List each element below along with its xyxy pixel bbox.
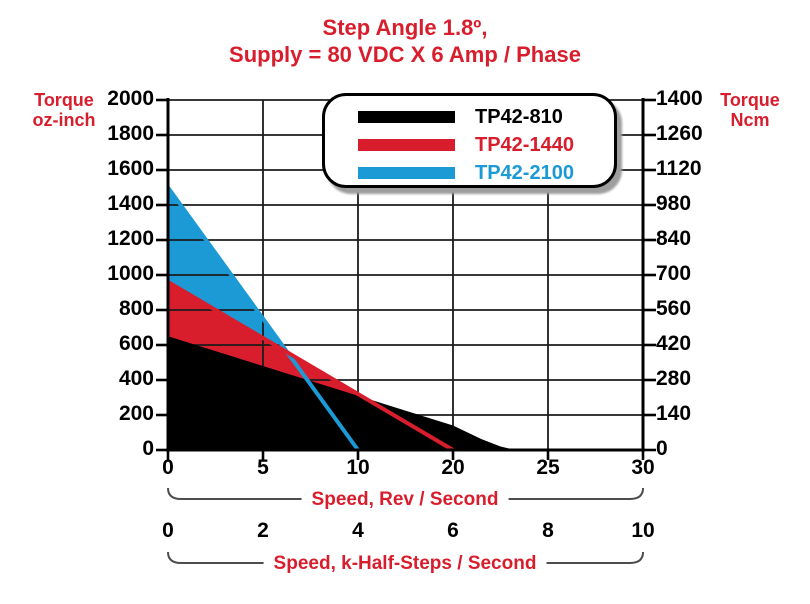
right-axis-tick-label: 0 (656, 437, 668, 460)
left-axis-tick-label: 200 (118, 402, 154, 425)
right-axis-tick-label: 700 (656, 262, 692, 285)
bottom-axis-tick-label: 10 (346, 456, 370, 479)
left-axis-tick-label: 600 (118, 332, 154, 355)
legend-swatch-red (358, 139, 455, 151)
left-axis-tick-label: 2000 (107, 87, 154, 110)
left-axis-tick-label: 1400 (107, 192, 154, 215)
bottom-axis-tick-label: 5 (257, 456, 269, 479)
legend: TP42-810 TP42-1440 TP42-2100 (322, 93, 617, 188)
halfsteps-axis-tick-label: 4 (352, 519, 364, 542)
right-axis-tick-label: 420 (656, 332, 692, 355)
right-axis-tick-label: 980 (656, 192, 692, 215)
right-axis-tick-label: 560 (656, 297, 692, 320)
curve-TP42-2100 (166, 186, 360, 452)
right-axis-title-line1: Torque (720, 90, 780, 110)
left-axis-tick-label: 400 (118, 367, 154, 390)
legend-swatch-black (358, 111, 455, 123)
legend-row-tp42-810: TP42-810 (325, 103, 614, 131)
legend-label-tp42-2100: TP42-2100 (475, 162, 574, 184)
chart-title: Step Angle 1.8º, Supply = 80 VDC X 6 Amp… (0, 14, 810, 68)
chart-title-line1: Step Angle 1.8º, (322, 15, 488, 40)
halfsteps-axis-tick-label: 8 (542, 519, 554, 542)
right-axis-tick-label: 1400 (656, 87, 703, 110)
right-axis-title: Torque Ncm (700, 90, 800, 130)
legend-label-tp42-1440: TP42-1440 (475, 134, 574, 156)
legend-row-tp42-1440: TP42-1440 (325, 131, 614, 159)
left-axis-title-line1: Torque (34, 90, 94, 110)
right-axis-title-line2: Ncm (730, 110, 770, 130)
legend-swatch-blue (358, 167, 455, 179)
left-axis-tick-label: 1200 (107, 227, 154, 250)
speed-rev-per-second-label: Speed, Rev / Second (301, 489, 509, 511)
area-TP42-810 (168, 336, 516, 450)
curve-strokes (166, 186, 455, 452)
left-axis-title: Torque oz-inch (14, 90, 114, 130)
curve-TP42-1440 (166, 280, 455, 452)
axis-ticks (156, 98, 656, 460)
right-axis-tick-label: 280 (656, 367, 692, 390)
halfsteps-axis-tick-label: 10 (631, 519, 655, 542)
left-axis-tick-label: 1800 (107, 122, 154, 145)
halfsteps-axis-tick-label: 6 (447, 519, 459, 542)
bottom-axis-tick-label: 25 (536, 456, 560, 479)
right-axis-tick-label: 1120 (656, 157, 702, 180)
speed-khalfsteps-per-second-label: Speed, k-Half-Steps / Second (263, 553, 547, 575)
chart-title-line2: Supply = 80 VDC X 6 Amp / Phase (229, 42, 581, 67)
left-axis-tick-label: 1600 (107, 157, 154, 180)
bottom-axis-tick-label: 0 (162, 456, 174, 479)
legend-label-tp42-810: TP42-810 (475, 106, 563, 128)
right-axis-tick-label: 140 (656, 402, 692, 425)
right-axis-tick-label: 840 (656, 227, 692, 250)
halfsteps-axis-tick-label: 2 (257, 519, 269, 542)
bottom-axis-tick-label: 30 (631, 456, 655, 479)
left-axis-tick-label: 0 (142, 437, 154, 460)
left-axis-tick-label: 1000 (107, 262, 154, 285)
left-axis-tick-label: 800 (118, 297, 154, 320)
right-axis-tick-label: 1260 (656, 122, 703, 145)
bottom-axis-tick-label: 20 (441, 456, 465, 479)
halfsteps-axis-tick-label: 0 (162, 519, 174, 542)
legend-row-tp42-2100: TP42-2100 (325, 159, 614, 187)
area-fill-black (168, 336, 516, 450)
left-axis-title-line2: oz-inch (32, 110, 96, 130)
